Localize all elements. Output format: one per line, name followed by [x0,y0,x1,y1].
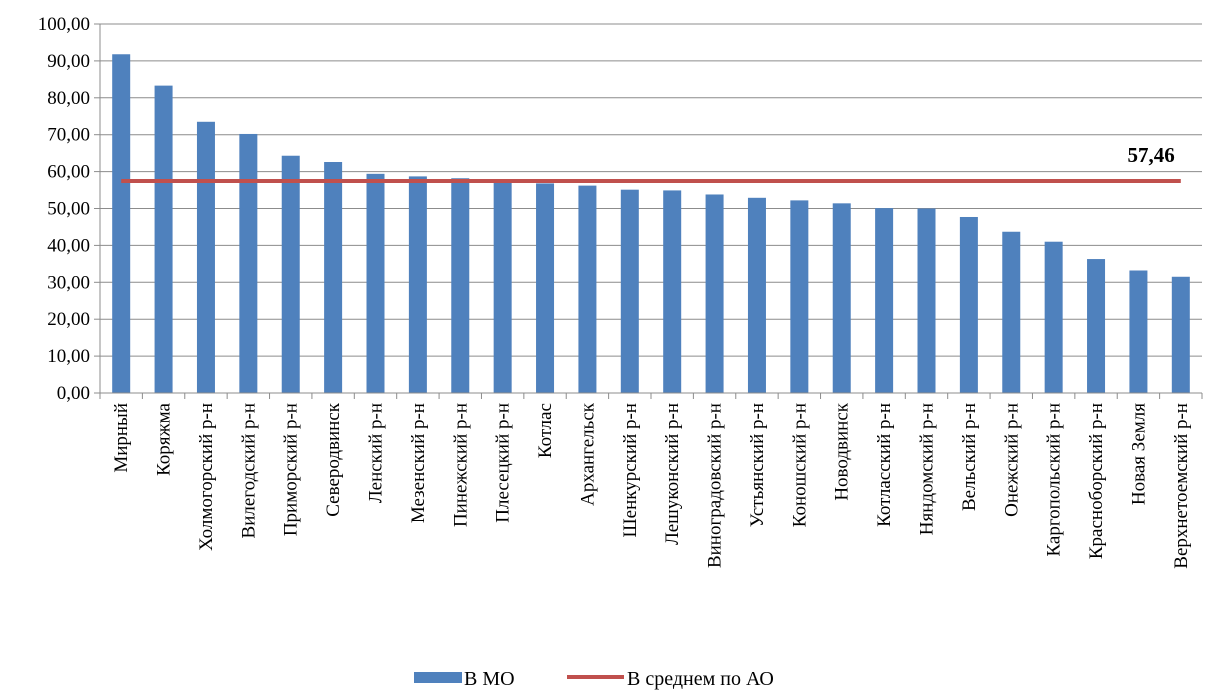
x-tick-label: Устьянский р-н [747,403,768,527]
bar [324,162,343,393]
y-tick-label: 20,00 [47,309,90,330]
x-tick-label: Новодвинск [832,402,853,500]
legend-swatch-bars [414,672,462,683]
x-tick-label: Виноградовский р-н [705,403,726,568]
x-tick-labels: Мирный Коряжма Холмогорский р-н Вилегодский… [111,402,1192,568]
x-tick-label: Красноборский р-н [1086,403,1107,559]
y-tick-label: 30,00 [47,272,90,293]
x-tick-label: Мезенский р-н [408,403,429,523]
bar [917,208,936,393]
bar [959,216,978,393]
x-tick-label: Ленский р-н [366,403,387,503]
axes [99,24,1203,399]
y-tick-label: 100,00 [38,14,90,35]
y-tick-label: 50,00 [47,199,90,220]
y-tick-label: 40,00 [47,235,90,256]
average-line-group: 57,46 [121,143,1181,183]
gridlines [94,23,1202,394]
bar [366,173,385,393]
x-tick-label: Коношский р-н [789,403,810,527]
y-tick-label: 0,00 [57,383,90,404]
x-tick-label: Верхнетоемский р-н [1171,403,1192,569]
x-tick-label: Котласский р-н [874,403,895,527]
legend-label-line: В среднем по АО [627,668,774,690]
y-tick-label: 90,00 [47,51,90,72]
x-tick-label: Мирный [111,403,132,473]
bar [747,197,766,393]
x-tick-label: Пинежский р-н [450,403,471,527]
average-value-label: 57,46 [1128,143,1175,167]
x-tick-label: Няндомский р-н [917,403,938,535]
legend-label-bars: В МО [464,668,515,690]
x-tick-label: Северодвинск [323,402,344,516]
x-tick-label: Лешуконский р-н [662,403,683,545]
bars [112,54,1190,394]
bar [1129,270,1148,393]
y-tick-labels: 0,00 10,00 20,00 30,00 40,00 50,00 60,00 70,00 8… [38,14,90,404]
bar [112,54,131,394]
bar [1044,241,1063,393]
bar [663,190,682,393]
x-tick-label: Каргопольский р-н [1044,403,1065,556]
x-tick-label: Котлас [535,403,556,458]
legend: В МО В среднем по АО [414,668,774,690]
x-tick-label: Шенкурский р-н [620,403,641,537]
bar [408,176,427,393]
x-tick-label: Онежский р-н [1001,403,1022,517]
bar [578,185,597,393]
bar [832,203,851,393]
x-tick-label: Архангельск [577,402,598,506]
bar [493,179,512,393]
x-tick-label: Коряжма [154,402,175,475]
y-tick-label: 80,00 [47,88,90,109]
bar [281,155,300,393]
bar [1002,231,1021,393]
bar [196,121,215,393]
bar [451,178,470,393]
x-tick-label: Вилегодский р-н [238,403,259,538]
x-tick-label: Холмогорский р-н [196,403,217,551]
bar [1171,276,1190,393]
bar [705,194,724,393]
bar [875,208,894,393]
y-tick-label: 60,00 [47,162,90,183]
bar [620,189,639,393]
y-tick-label: 70,00 [47,125,90,146]
bar [790,200,809,393]
x-tick-label: Новая Земля [1128,403,1149,505]
bar [239,133,258,393]
x-tick-label: Приморский р-н [281,403,302,536]
bar [536,183,555,393]
bar [154,85,173,394]
y-tick-label: 10,00 [47,346,90,367]
x-tick-label: Вельский р-н [959,403,980,511]
bar [1087,259,1106,393]
x-tick-label: Плесецкий р-н [493,403,514,523]
